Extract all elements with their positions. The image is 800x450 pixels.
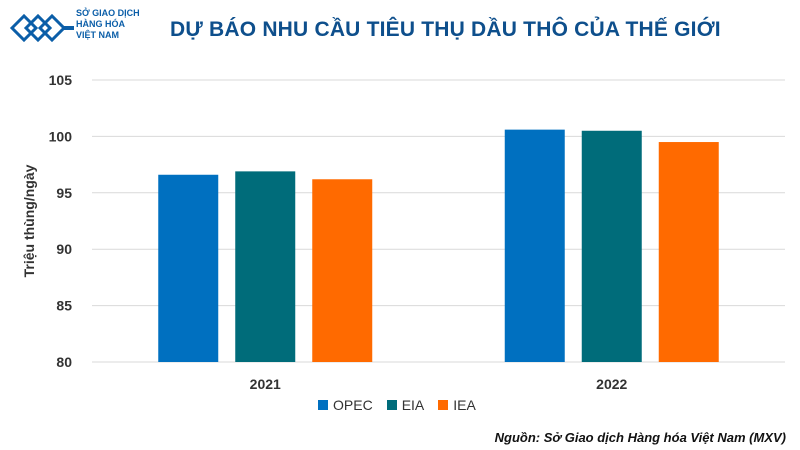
legend-item-iea: IEA bbox=[438, 397, 476, 413]
logo-text: SỞ GIAO DỊCH HÀNG HÓA VIỆT NAM bbox=[76, 8, 140, 41]
y-tick-label: 85 bbox=[56, 298, 72, 314]
legend-label: OPEC bbox=[333, 397, 373, 413]
bar-iea-2022 bbox=[658, 142, 719, 362]
y-tick-label: 90 bbox=[56, 241, 72, 257]
y-axis-label: Triệu thùng/ngày bbox=[21, 164, 37, 277]
y-tick-label: 80 bbox=[56, 354, 72, 370]
bar-eia-2022 bbox=[581, 130, 642, 362]
x-tick-label: 2021 bbox=[250, 376, 281, 392]
logo-line-1: SỞ GIAO DỊCH bbox=[76, 8, 140, 18]
legend-swatch bbox=[386, 400, 397, 410]
legend-item-opec: OPEC bbox=[318, 397, 373, 413]
y-tick-label: 105 bbox=[49, 72, 73, 88]
bar-opec-2022 bbox=[504, 129, 565, 362]
source-note: Nguồn: Sở Giao dịch Hàng hóa Việt Nam (M… bbox=[494, 430, 786, 445]
legend-swatch bbox=[438, 400, 449, 410]
legend-label: EIA bbox=[401, 397, 425, 413]
logo-line-3: VIỆT NAM bbox=[76, 30, 120, 40]
bar-opec-2021 bbox=[158, 174, 219, 362]
bar-eia-2021 bbox=[235, 171, 296, 362]
logo-line-2: HÀNG HÓA bbox=[76, 19, 125, 29]
x-tick-label: 2022 bbox=[596, 376, 627, 392]
chart-legend: OPEC EIA IEA bbox=[318, 397, 476, 413]
legend-label: IEA bbox=[453, 397, 476, 413]
chart-title: DỰ BÁO NHU CẦU TIÊU THỤ DẦU THÔ CỦA THẾ … bbox=[170, 18, 721, 41]
exchange-logo bbox=[9, 13, 74, 43]
bar-iea-2021 bbox=[312, 179, 373, 362]
y-tick-label: 95 bbox=[56, 185, 72, 201]
legend-item-eia: EIA bbox=[386, 397, 425, 413]
legend-swatch bbox=[318, 400, 328, 410]
y-tick-label: 100 bbox=[49, 128, 73, 144]
